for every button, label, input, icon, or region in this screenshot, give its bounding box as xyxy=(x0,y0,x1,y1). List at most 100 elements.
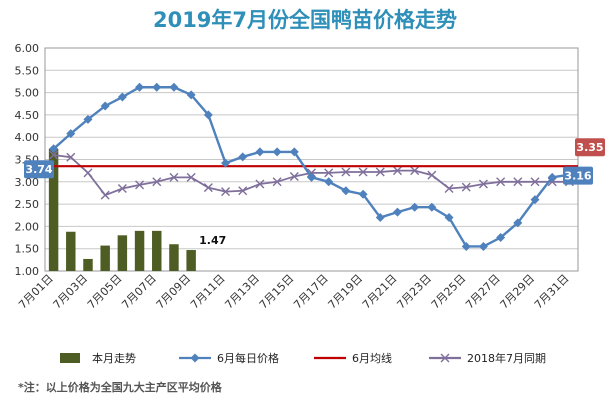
point-marker xyxy=(66,129,76,139)
point-marker xyxy=(444,183,454,193)
bar xyxy=(186,250,196,271)
callout-box xyxy=(563,166,593,185)
point-marker xyxy=(461,182,471,192)
y-tick-label: 2.50 xyxy=(15,198,40,211)
y-tick-label: 5.00 xyxy=(15,87,40,100)
bar-series xyxy=(48,148,196,271)
point-marker xyxy=(221,187,231,197)
point-marker xyxy=(49,150,59,160)
bar xyxy=(117,235,128,271)
point-marker xyxy=(440,353,450,363)
bar xyxy=(169,244,179,271)
legend-label: 2018年7月同期 xyxy=(467,351,546,365)
y-tick-label: 2.00 xyxy=(15,220,40,233)
x-tick-label: 7月15日 xyxy=(257,272,297,312)
line-series xyxy=(45,82,578,251)
x-tick-label: 7月03日 xyxy=(51,272,91,312)
point-marker xyxy=(358,189,368,199)
point-marker xyxy=(375,212,385,222)
point-marker xyxy=(530,177,540,187)
point-marker xyxy=(272,177,282,187)
point-marker xyxy=(221,158,231,168)
point-marker xyxy=(186,172,196,182)
point-marker xyxy=(324,168,334,178)
point-marker xyxy=(238,152,248,162)
x-tick-label: 7月19日 xyxy=(326,272,366,312)
point-marker xyxy=(547,172,557,182)
point-marker xyxy=(186,90,196,100)
callout-label: 3.35 xyxy=(576,141,603,154)
legend-swatch xyxy=(60,353,80,363)
chart-title: 2019年7月份全国鸭苗价格走势 xyxy=(153,8,457,32)
legend-label: 6月每日价格 xyxy=(217,351,279,365)
callout-label: 3.74 xyxy=(25,163,52,176)
bar xyxy=(100,245,110,271)
point-marker xyxy=(169,172,179,182)
y-tick-label: 4.00 xyxy=(15,131,40,144)
callout-box xyxy=(24,160,54,179)
y-tick-label: 3.00 xyxy=(15,176,40,189)
point-marker xyxy=(444,212,454,222)
footnote: *注：以上价格为全国九大主产区平均价格 xyxy=(18,380,223,394)
point-marker xyxy=(341,167,351,177)
point-marker xyxy=(117,92,127,102)
point-marker xyxy=(238,186,248,196)
point-marker xyxy=(255,179,265,189)
point-marker xyxy=(410,166,420,176)
point-marker xyxy=(152,177,162,187)
legend-label: 本月走势 xyxy=(92,351,136,365)
x-tick-label: 7月13日 xyxy=(222,272,262,312)
legend: 本月走势 6月每日价格 6月均线 2018年7月同期 xyxy=(60,351,546,365)
y-tick-label: 1.00 xyxy=(15,265,40,278)
point-marker xyxy=(83,114,93,124)
point-marker xyxy=(83,168,93,178)
callout-label: 3.16 xyxy=(564,170,591,183)
point-marker xyxy=(169,82,179,92)
x-tick-label: 7月07日 xyxy=(119,272,159,312)
x-tick-label: 7月11日 xyxy=(188,272,228,312)
x-tick-label: 7月25日 xyxy=(429,272,469,312)
point-marker xyxy=(66,152,76,162)
point-marker xyxy=(203,183,213,193)
x-tick-label: 7月17日 xyxy=(291,272,331,312)
x-tick-label: 7月27日 xyxy=(463,272,503,312)
point-marker xyxy=(496,177,506,187)
point-marker xyxy=(272,147,282,157)
point-marker xyxy=(478,179,488,189)
x-tick-label: 7月23日 xyxy=(394,272,434,312)
bar xyxy=(152,230,162,271)
point-marker xyxy=(461,241,471,251)
point-marker xyxy=(358,167,368,177)
point-marker xyxy=(203,110,213,120)
point-marker xyxy=(100,190,110,200)
x-tick-label: 7月31日 xyxy=(532,272,572,312)
y-tick-label: 4.50 xyxy=(15,109,40,122)
point-marker xyxy=(530,195,540,205)
point-marker xyxy=(392,207,402,217)
point-marker xyxy=(324,177,334,187)
point-marker xyxy=(427,170,437,180)
point-marker xyxy=(478,241,488,251)
x-tick-label: 7月21日 xyxy=(360,272,400,312)
data-labels: 3.74 3.16 3.35 1.47 xyxy=(24,138,605,247)
point-marker xyxy=(496,233,506,243)
y-tick-label: 6.00 xyxy=(15,42,40,55)
x-tick-label: 7月05日 xyxy=(85,272,125,312)
point-marker xyxy=(289,171,299,181)
bar-data-label: 1.47 xyxy=(199,234,226,247)
callout-box xyxy=(575,138,605,157)
x-tick-label: 7月09日 xyxy=(154,272,194,312)
point-marker xyxy=(410,202,420,212)
bar xyxy=(66,231,76,271)
point-marker xyxy=(117,183,127,193)
point-marker xyxy=(513,177,523,187)
point-marker xyxy=(100,101,110,111)
point-marker xyxy=(375,167,385,177)
plot-frame xyxy=(44,47,579,272)
point-marker xyxy=(255,147,265,157)
x-tick-label: 7月29日 xyxy=(498,272,538,312)
point-marker xyxy=(341,186,351,196)
point-marker xyxy=(307,172,316,182)
point-marker xyxy=(427,202,437,212)
